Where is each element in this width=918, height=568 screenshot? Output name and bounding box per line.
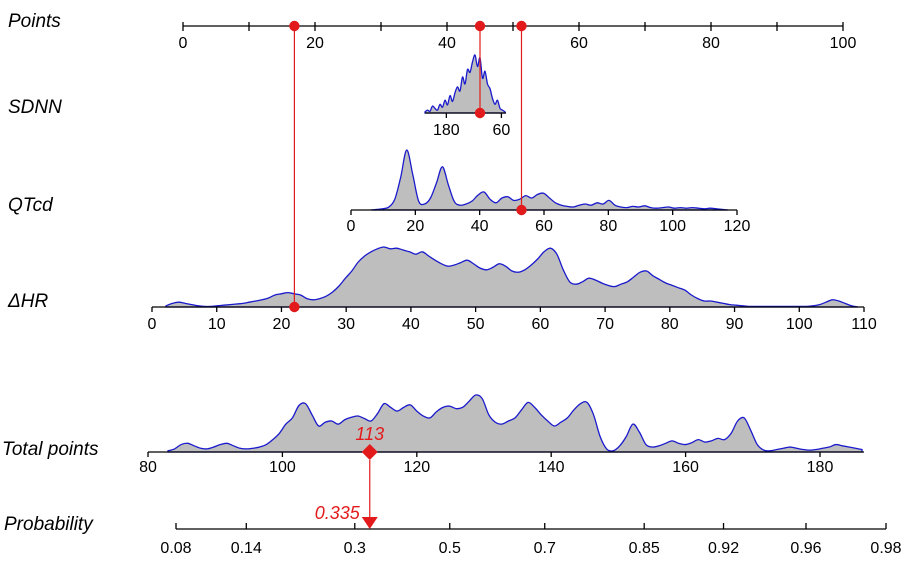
tick-label-probability: 0.92	[708, 540, 739, 557]
tick-label-total: 140	[538, 459, 565, 476]
tick-label-sdnn: 60	[493, 122, 511, 139]
tick-label-qtcd: 20	[406, 218, 424, 235]
tick-label-points: 100	[830, 35, 857, 52]
tick-label-points: 80	[702, 35, 720, 52]
row-label-total: Total points	[2, 439, 99, 460]
row-label-probability: Probability	[4, 514, 94, 535]
row-label-points: Points	[8, 11, 61, 32]
tick-label-dhr: 20	[273, 316, 291, 333]
row-label-qtcd: QTcd	[8, 195, 54, 216]
tick-label-dhr: 30	[337, 316, 355, 333]
density-dhr	[165, 246, 859, 308]
tick-label-qtcd: 40	[471, 218, 489, 235]
tick-label-dhr: 80	[661, 316, 679, 333]
tick-label-total: 180	[807, 459, 834, 476]
tick-label-probability: 0.85	[629, 540, 660, 557]
marker-point	[474, 107, 486, 119]
tick-label-dhr: 60	[531, 316, 549, 333]
tick-label-dhr: 100	[786, 316, 813, 333]
tick-label-points: 20	[306, 35, 324, 52]
tick-label-dhr: 40	[402, 316, 420, 333]
tick-label-dhr: 70	[596, 316, 614, 333]
tick-label-qtcd: 60	[535, 218, 553, 235]
marker-point	[516, 204, 527, 216]
tick-label-qtcd: 120	[724, 218, 751, 235]
marker-point	[474, 20, 486, 32]
tick-label-dhr: 10	[208, 316, 226, 333]
probability-value: 0.335	[315, 503, 361, 523]
tick-label-probability: 0.3	[344, 540, 366, 557]
tick-label-dhr: 110	[851, 316, 877, 333]
tick-label-dhr: 50	[467, 316, 485, 333]
tick-label-dhr: 0	[148, 316, 157, 333]
total-points-value: 113	[355, 424, 384, 444]
tick-label-total: 100	[269, 459, 296, 476]
tick-label-probability: 0.14	[231, 540, 262, 557]
tick-label-probability: 0.08	[160, 540, 191, 557]
density-sdnn	[424, 54, 506, 114]
row-label-dhr: ΔHR	[7, 291, 48, 312]
tick-label-probability: 0.7	[534, 540, 556, 557]
total-points-diamond	[361, 444, 378, 460]
tick-label-qtcd: 100	[659, 218, 686, 235]
tick-label-total: 120	[403, 459, 430, 476]
tick-label-probability: 0.98	[870, 540, 901, 557]
tick-label-sdnn: 180	[433, 122, 460, 139]
density-qtcd	[370, 149, 729, 211]
tick-label-total: 160	[672, 459, 699, 476]
tick-label-qtcd: 80	[599, 218, 617, 235]
marker-point	[516, 20, 527, 32]
tick-label-dhr: 90	[726, 316, 744, 333]
row-label-sdnn: SDNN	[8, 97, 62, 118]
tick-label-points: 60	[570, 35, 588, 52]
tick-label-points: 0	[179, 35, 188, 52]
tick-label-qtcd: 0	[347, 218, 356, 235]
tick-label-points: 40	[438, 35, 456, 52]
density-total	[167, 394, 863, 453]
tick-label-probability: 0.96	[790, 540, 821, 557]
probability-arrowhead	[361, 517, 378, 529]
tick-label-total: 80	[139, 459, 157, 476]
marker-point	[289, 20, 300, 32]
marker-point	[289, 301, 300, 313]
tick-label-probability: 0.5	[439, 540, 461, 557]
